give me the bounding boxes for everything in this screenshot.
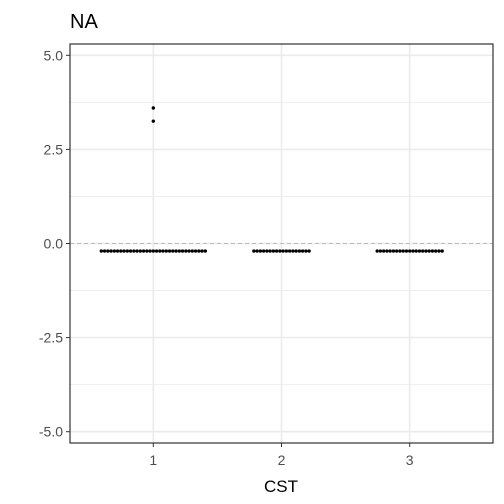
data-point xyxy=(151,119,156,123)
data-point xyxy=(200,249,204,253)
data-point xyxy=(401,249,405,253)
data-point xyxy=(385,249,389,253)
data-point xyxy=(255,249,259,253)
data-point xyxy=(99,249,104,253)
data-point xyxy=(375,249,379,253)
data-point xyxy=(177,249,182,253)
y-tick-label: -5.0 xyxy=(39,424,63,440)
x-tick-label: 2 xyxy=(278,452,286,468)
data-point xyxy=(154,249,159,253)
x-tick-label: 1 xyxy=(149,452,157,468)
grid xyxy=(70,44,493,443)
x-axis-title: CST xyxy=(264,477,298,496)
data-point xyxy=(271,249,276,253)
data-point xyxy=(115,249,120,253)
data-point xyxy=(145,249,149,253)
data-point xyxy=(258,249,263,253)
data-point xyxy=(141,249,146,253)
data-point xyxy=(135,249,139,253)
data-point xyxy=(102,249,107,253)
data-point xyxy=(151,249,156,253)
data-point xyxy=(268,249,272,253)
y-tick-label: 2.5 xyxy=(44,141,64,157)
data-point xyxy=(391,249,396,253)
data-point xyxy=(265,249,269,253)
data-point xyxy=(424,249,428,253)
data-point xyxy=(148,249,152,253)
data-point xyxy=(138,249,143,253)
y-tick-label: -2.5 xyxy=(39,330,63,346)
data-point xyxy=(197,249,201,253)
data-point xyxy=(307,249,311,253)
data-point xyxy=(407,249,412,253)
data-point xyxy=(164,249,169,253)
data-point xyxy=(106,249,110,253)
data-point xyxy=(398,249,402,253)
y-tick-label: 5.0 xyxy=(44,47,64,63)
data-point xyxy=(284,249,289,253)
chart-title: NA xyxy=(70,11,98,33)
data-point xyxy=(167,249,172,253)
data-point xyxy=(132,249,136,253)
data-point xyxy=(440,249,444,253)
data-point xyxy=(125,249,130,253)
data-point xyxy=(193,249,198,253)
data-point xyxy=(304,249,308,253)
data-point xyxy=(274,249,279,253)
data-point xyxy=(417,249,422,253)
data-point xyxy=(378,249,383,253)
data-point xyxy=(430,249,435,253)
data-point xyxy=(174,249,178,253)
data-point xyxy=(171,249,175,253)
plot-area xyxy=(99,106,444,253)
data-point xyxy=(187,249,191,253)
data-point xyxy=(161,249,165,253)
data-point xyxy=(294,249,298,253)
data-point xyxy=(278,249,282,253)
data-point xyxy=(300,249,305,253)
data-point xyxy=(151,106,156,110)
data-point xyxy=(158,249,162,253)
data-point xyxy=(420,249,425,253)
data-point xyxy=(287,249,292,253)
data-point xyxy=(190,249,195,253)
data-point xyxy=(388,249,392,253)
data-point xyxy=(433,249,438,253)
x-tick-label: 3 xyxy=(406,452,414,468)
data-point xyxy=(414,249,418,253)
data-point xyxy=(411,249,415,253)
data-point xyxy=(404,249,409,253)
data-point xyxy=(281,249,285,253)
data-point xyxy=(291,249,295,253)
data-point xyxy=(203,249,208,253)
data-point xyxy=(122,249,126,253)
data-point xyxy=(109,249,113,253)
data-point xyxy=(394,249,399,253)
data-point xyxy=(112,249,117,253)
data-point xyxy=(184,249,188,253)
data-point xyxy=(261,249,266,253)
data-point xyxy=(128,249,133,253)
data-point xyxy=(437,249,441,253)
data-point xyxy=(381,249,386,253)
data-point xyxy=(427,249,431,253)
data-point xyxy=(297,249,302,253)
data-point xyxy=(180,249,185,253)
data-point xyxy=(252,249,256,253)
data-point xyxy=(119,249,123,253)
y-tick-label: 0.0 xyxy=(44,236,64,252)
